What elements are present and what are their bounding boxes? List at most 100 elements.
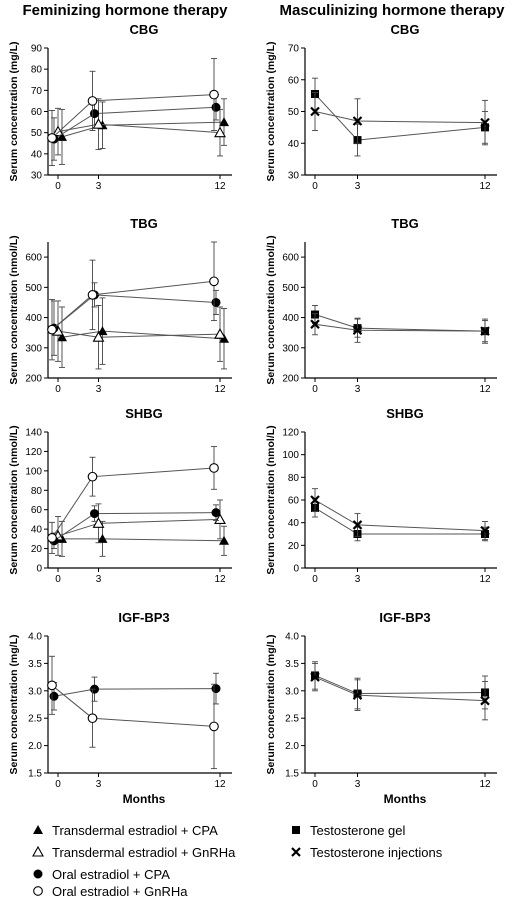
series-open-circle bbox=[47, 58, 219, 166]
data-point bbox=[57, 332, 67, 342]
series-line bbox=[314, 507, 485, 535]
series-line bbox=[62, 538, 225, 542]
y-tick-label: 50 bbox=[288, 107, 300, 118]
x-tick-label: 12 bbox=[479, 779, 491, 790]
y-tick-label: 80 bbox=[288, 473, 300, 484]
y-tick-label: 100 bbox=[282, 450, 299, 461]
y-tick-label: 400 bbox=[25, 313, 42, 324]
x-tick-label: 3 bbox=[96, 181, 102, 192]
data-point bbox=[214, 513, 226, 524]
series-filled-circle bbox=[49, 282, 221, 356]
series-line bbox=[53, 688, 217, 697]
data-point bbox=[87, 290, 98, 300]
x-tick-label: 0 bbox=[55, 384, 61, 395]
series-open-triangle bbox=[52, 98, 226, 157]
y-tick-label: 400 bbox=[282, 313, 299, 324]
y-tick-label: 60 bbox=[31, 107, 43, 118]
data-point bbox=[87, 713, 98, 724]
y-tick-label: 90 bbox=[31, 44, 43, 55]
y-tick-label: 2.5 bbox=[28, 714, 42, 725]
chart-title: IGF-BP3 bbox=[118, 610, 169, 625]
y-tick-label: 0 bbox=[293, 564, 299, 575]
legend-marker-cross bbox=[291, 847, 301, 857]
y-tick-label: 2.5 bbox=[285, 714, 299, 725]
data-point bbox=[47, 133, 57, 143]
chart-cbg-masculinizing: CBG 30 40 50 60 70 0 3 12 Serum concentration (mg… bbox=[265, 22, 497, 192]
y-tick-label: 30 bbox=[288, 171, 300, 182]
x-axis-label: Months bbox=[123, 792, 166, 806]
y-axis-label: Serum concentration (nmol/L) bbox=[265, 425, 277, 574]
data-point bbox=[352, 690, 363, 700]
chart-title: TBG bbox=[391, 216, 418, 231]
y-tick-label: 30 bbox=[31, 171, 43, 182]
y-tick-label: 500 bbox=[282, 283, 299, 294]
series-line bbox=[53, 512, 217, 542]
data-point bbox=[310, 672, 320, 682]
heading-masculinizing: Masculinizing hormone therapy bbox=[279, 2, 505, 19]
y-tick-label: 40 bbox=[288, 518, 300, 529]
y-tick-label: 100 bbox=[25, 466, 42, 477]
y-tick-label: 50 bbox=[31, 128, 43, 139]
data-point bbox=[480, 326, 490, 336]
chart-igf-bp3-masculinizing: IGF-BP3 1.5 2.0 2.5 3.0 3.5 4.0 0 3 12 Serum conce… bbox=[265, 610, 497, 806]
y-tick-label: 60 bbox=[288, 496, 300, 507]
data-point bbox=[310, 106, 320, 117]
legend-item-open-circle: Oral estradiol + GnRHa bbox=[33, 884, 188, 899]
y-axis-label: Serum concentration (mg/L) bbox=[8, 41, 20, 181]
y-axis-label: Serum concentration (mg/L) bbox=[265, 41, 277, 181]
data-point bbox=[211, 508, 221, 518]
x-tick-label: 3 bbox=[355, 779, 361, 790]
series-line bbox=[51, 467, 215, 539]
data-point bbox=[52, 125, 64, 137]
legend-label: Oral estradiol + CPA bbox=[52, 867, 170, 882]
y-axis-label: Serum concentration (mg/L) bbox=[8, 634, 20, 774]
y-tick-label: 4.0 bbox=[285, 632, 299, 643]
x-tick-label: 12 bbox=[479, 574, 491, 585]
series-line bbox=[51, 94, 215, 139]
data-point bbox=[209, 721, 219, 732]
chart-title: IGF-BP3 bbox=[379, 610, 430, 625]
series-filled-square bbox=[311, 661, 489, 710]
series-filled-circle bbox=[49, 94, 221, 161]
y-tick-label: 70 bbox=[288, 44, 300, 55]
x-tick-label: 12 bbox=[479, 181, 491, 192]
y-axis-label: Serum concentration (nmol/L) bbox=[8, 235, 20, 384]
y-axis-label: Serum concentration (nmol/L) bbox=[8, 425, 20, 574]
series-line bbox=[314, 314, 486, 332]
chart-title: TBG bbox=[130, 216, 157, 231]
series-open-circle bbox=[47, 446, 219, 554]
y-tick-label: 80 bbox=[31, 65, 43, 76]
series-line bbox=[314, 674, 486, 695]
y-tick-label: 70 bbox=[31, 86, 43, 97]
data-point bbox=[57, 131, 67, 141]
series-line bbox=[53, 294, 217, 329]
x-tick-label: 12 bbox=[214, 181, 226, 192]
x-tick-label: 3 bbox=[96, 574, 102, 585]
data-point bbox=[480, 525, 490, 536]
series-filled-square bbox=[311, 305, 489, 344]
y-tick-label: 40 bbox=[31, 149, 43, 160]
y-tick-label: 600 bbox=[282, 253, 299, 264]
y-axis-label: Serum concentration (mg/L) bbox=[265, 634, 277, 774]
y-tick-label: 1.5 bbox=[285, 769, 299, 780]
data-point bbox=[352, 116, 363, 126]
y-tick-label: 20 bbox=[288, 541, 300, 552]
data-point bbox=[90, 109, 99, 119]
x-tick-label: 12 bbox=[214, 779, 226, 790]
y-tick-label: 120 bbox=[25, 447, 42, 458]
y-tick-label: 300 bbox=[282, 343, 299, 354]
x-tick-label: 0 bbox=[55, 181, 61, 192]
x-tick-label: 3 bbox=[355, 181, 361, 192]
data-point bbox=[97, 326, 108, 336]
y-tick-label: 3.5 bbox=[285, 659, 299, 670]
legend-item-filled-circle: Oral estradiol + CPA bbox=[33, 867, 170, 882]
legend: Transdermal estradiol + CPA Transdermal e… bbox=[32, 823, 443, 899]
data-point bbox=[209, 89, 219, 100]
legend-label: Transdermal estradiol + CPA bbox=[52, 823, 218, 838]
x-tick-label: 0 bbox=[312, 384, 318, 395]
legend-label: Transdermal estradiol + GnRHa bbox=[52, 845, 236, 860]
y-tick-label: 140 bbox=[25, 428, 42, 439]
data-point bbox=[49, 691, 59, 701]
